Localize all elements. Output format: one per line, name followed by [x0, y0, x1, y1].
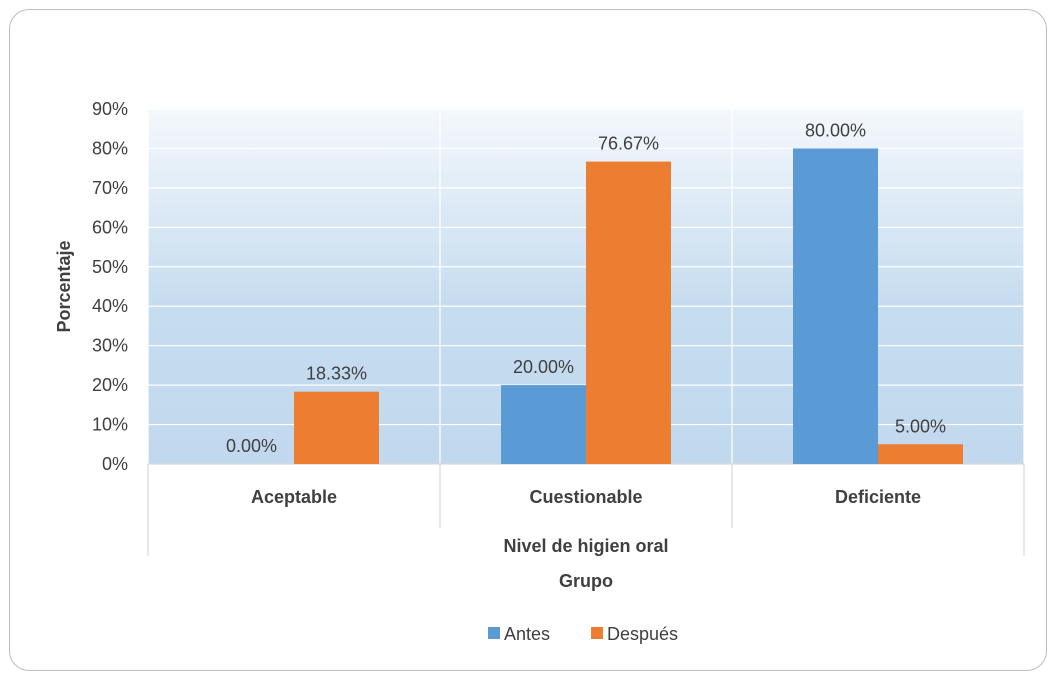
y-tick-label: 10% — [92, 415, 128, 435]
y-tick-label: 70% — [92, 178, 128, 198]
x-category-label: Aceptable — [251, 487, 337, 507]
y-tick-label: 0% — [102, 454, 128, 474]
bar-antes-deficiente — [793, 148, 878, 464]
data-label: 80.00% — [805, 120, 866, 140]
bar-despus-aceptable — [294, 391, 379, 464]
x-axis-categories: Aceptable Cuestionable Deficiente — [251, 487, 921, 507]
x-category-label: Deficiente — [835, 487, 921, 507]
y-tick-label: 60% — [92, 217, 128, 237]
y-tick-label: 20% — [92, 375, 128, 395]
legend-swatch — [488, 627, 500, 639]
y-tick-label: 30% — [92, 336, 128, 356]
y-tick-label: 40% — [92, 296, 128, 316]
data-labels: 0.00% 18.33% 20.00% 76.67% 80.00% 5.00% — [226, 120, 946, 456]
data-label: 18.33% — [306, 364, 367, 384]
data-label: 5.00% — [895, 416, 946, 436]
y-tick-label: 50% — [92, 257, 128, 277]
x-category-label: Cuestionable — [529, 487, 642, 507]
legend-swatch — [591, 627, 603, 639]
legend: Antes Después — [488, 624, 678, 644]
legend-label: Antes — [504, 624, 550, 644]
bar-despus-cuestionable — [586, 161, 671, 464]
bar-antes-cuestionable — [501, 385, 586, 464]
bar-despus-deficiente — [878, 444, 963, 464]
x-axis-title: Grupo — [559, 571, 613, 591]
data-label: 20.00% — [513, 357, 574, 377]
data-label: 76.67% — [598, 134, 659, 154]
x-axis-group-title: Nivel de higien oral — [503, 536, 668, 556]
y-tick-label: 90% — [92, 99, 128, 119]
y-tick-label: 80% — [92, 138, 128, 158]
data-label: 0.00% — [226, 436, 277, 456]
y-axis-title: Porcentaje — [54, 240, 74, 332]
legend-label: Después — [607, 624, 678, 644]
bars — [294, 148, 963, 464]
y-axis-ticks: 0% 10% 20% 30% 40% 50% 60% 70% 80% 90% — [92, 99, 128, 474]
